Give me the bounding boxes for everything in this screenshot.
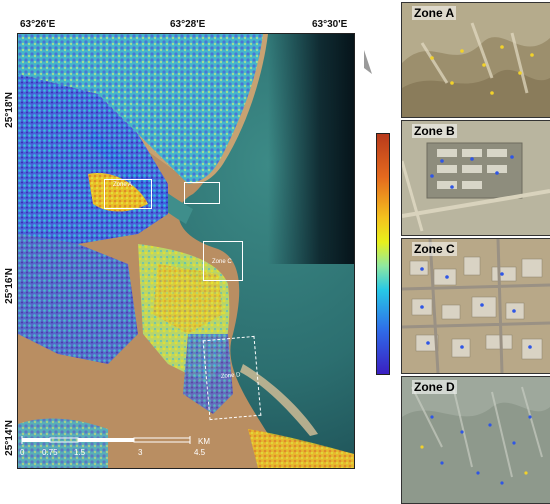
zone-b-box [184,182,220,204]
zone-b-panel: Zone B [401,120,550,236]
scale-tick-2: 1.5 [74,448,86,457]
scale-tick-1: 0.75 [42,448,58,457]
zone-c-image [402,239,550,373]
zone-a-map-label: Zone A [113,182,133,188]
zone-a-image [402,3,550,117]
scale-tick-3: 3 [138,448,143,457]
north-arrow: N [352,36,376,80]
lat-label-2: 25°16'N [4,268,15,304]
zone-c-title: Zone C [412,242,457,256]
main-displacement-map: Zone A Zone C Zone D [17,33,355,469]
scale-bar-graphic [21,436,191,444]
zone-d-panel: Zone D [401,376,550,504]
lat-label-3: 25°14'N [4,420,15,456]
scale-tick-4: 4.5 [194,448,206,457]
lat-label-1: 25°18'N [4,92,15,128]
colorbar-title: Vertical Displacement (mm/year) [358,183,368,323]
lon-label-1: 63°26'E [20,19,56,30]
lon-label-2: 63°28'E [170,19,206,30]
zone-a-title: Zone A [412,6,457,20]
lon-label-3: 63°30'E [312,19,348,30]
north-label: N [360,36,368,48]
map-canvas [18,34,354,468]
north-arrow-icon [356,50,372,74]
zone-d-map-label: Zone D [220,372,241,380]
colorbar-max: 70 [376,119,388,130]
colorbar [376,133,390,375]
zone-c-panel: Zone C [401,238,550,374]
zone-b-image [402,121,550,235]
zone-a-panel: Zone A [401,2,550,118]
zone-c-map-label: Zone C [212,259,232,265]
zone-a-box: Zone A [104,179,152,209]
zone-d-image [402,377,550,503]
zone-d-title: Zone D [412,380,457,394]
zone-c-box: Zone C [203,241,243,281]
scale-bar: 0 0.75 1.5 3 4.5 KM [20,436,220,460]
scale-tick-0: 0 [20,448,25,457]
scale-unit: KM [198,437,210,446]
zone-b-title: Zone B [412,124,457,138]
colorbar-min: -130 [371,377,392,388]
zone-d-box: Zone D [202,335,262,421]
